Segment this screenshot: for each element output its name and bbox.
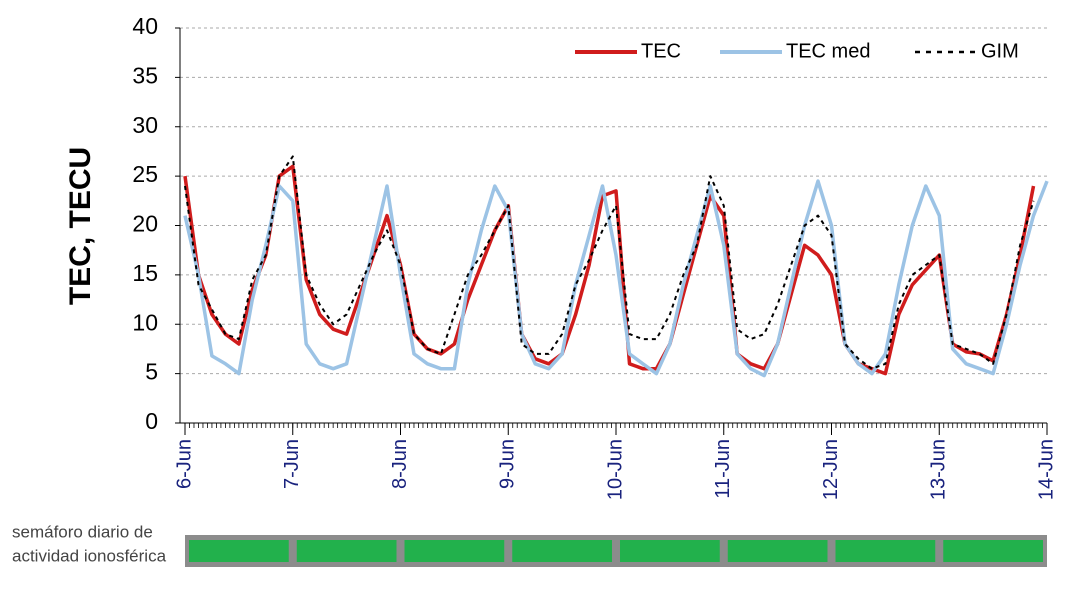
semaforo-day (404, 540, 505, 562)
x-tick-label: 10-Jun (604, 439, 626, 500)
semaforo-label: semáforo diario de (12, 522, 153, 541)
series-line (184, 155, 1035, 370)
x-tick-label: 14-Jun (1035, 439, 1057, 500)
y-tick-label: 20 (132, 211, 158, 237)
y-tick-label: 15 (132, 260, 158, 286)
semaforo-label: actividad ionosférica (12, 546, 167, 565)
y-tick-label: 40 (132, 13, 158, 39)
semaforo-day (620, 540, 720, 562)
legend-label: GIM (981, 40, 1019, 62)
y-tick-label: 10 (132, 309, 158, 335)
x-tick-label: 11-Jun (712, 439, 734, 499)
semaforo-day (835, 540, 936, 562)
legend-label: TEC (641, 40, 681, 62)
y-tick-label: 35 (132, 62, 158, 88)
y-tick-label: 30 (132, 112, 158, 138)
x-tick-label: 8-Jun (389, 439, 411, 489)
x-tick-label: 12-Jun (820, 439, 842, 500)
semaforo-day (943, 540, 1043, 562)
semaforo-day (512, 540, 612, 562)
y-axis-label: TEC, TECU (64, 147, 97, 305)
series-line (183, 164, 1036, 376)
series-line (183, 179, 1049, 378)
semaforo-day (727, 540, 828, 562)
y-tick-label: 0 (145, 408, 158, 434)
x-tick-label: 6-Jun (173, 439, 195, 489)
semaforo-day (189, 540, 289, 562)
semaforo-day (296, 540, 397, 562)
legend-label: TEC med (786, 40, 870, 62)
y-tick-label: 25 (132, 161, 158, 187)
y-tick-label: 5 (145, 359, 158, 385)
x-tick-label: 9-Jun (497, 439, 519, 489)
x-tick-label: 7-Jun (281, 439, 303, 489)
x-tick-label: 13-Jun (928, 439, 950, 500)
